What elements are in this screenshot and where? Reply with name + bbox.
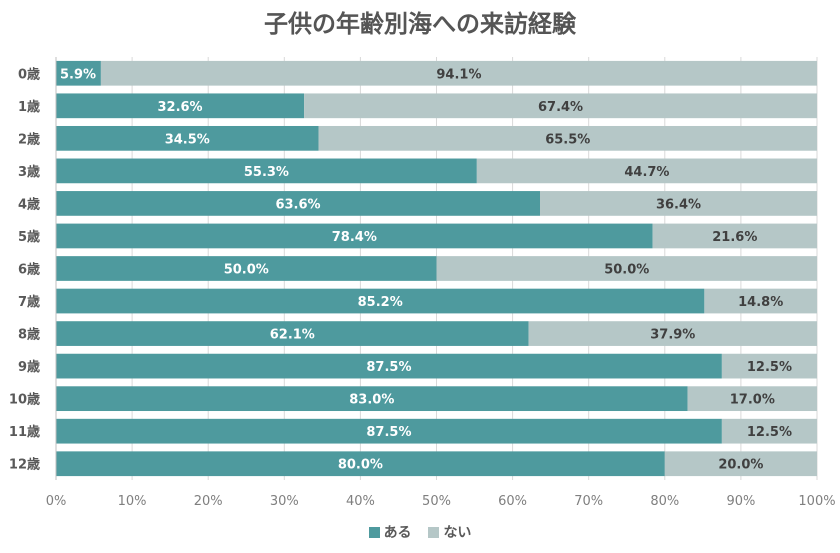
category-label: 7歳 — [18, 294, 40, 310]
bar-segment — [56, 158, 477, 184]
x-tick-label: 20% — [194, 494, 223, 509]
x-tick-label: 40% — [346, 494, 375, 509]
legend-swatch-nai — [428, 526, 440, 538]
bar-value-label: 12.5% — [747, 425, 792, 440]
bar-segment — [56, 223, 653, 249]
bar-value-label: 17.0% — [730, 393, 775, 408]
x-tick-label: 30% — [270, 494, 299, 509]
category-label: 2歳 — [18, 131, 40, 147]
bar-segment — [56, 256, 437, 281]
bar-value-label: 34.5% — [165, 132, 210, 147]
category-label: 4歳 — [18, 196, 40, 212]
bar-segment — [56, 191, 540, 216]
bar-value-label: 63.6% — [275, 197, 320, 212]
bar-segment — [721, 418, 817, 444]
bar-value-label: 32.6% — [157, 100, 202, 115]
bar-value-label: 44.7% — [624, 165, 669, 180]
bar-segment — [56, 418, 722, 444]
bar-segment — [436, 256, 817, 281]
x-tick-label: 10% — [118, 494, 147, 509]
bar-segment — [304, 93, 817, 119]
x-tick-label: 100% — [798, 494, 835, 509]
bar-value-label: 67.4% — [538, 100, 583, 115]
bar-segment — [56, 93, 305, 119]
bar-segment — [56, 451, 665, 477]
category-label: 9歳 — [18, 359, 40, 375]
x-tick-label: 50% — [422, 494, 451, 509]
bar-segment — [56, 353, 722, 379]
bar-value-label: 37.9% — [650, 328, 695, 343]
bar-value-label: 87.5% — [366, 425, 411, 440]
legend: ある ない — [0, 522, 840, 542]
bar-segment — [687, 386, 817, 412]
category-label: 3歳 — [18, 164, 40, 180]
bar-segment — [56, 125, 319, 151]
bar-segment — [528, 321, 817, 346]
bar-segment — [56, 60, 101, 86]
bar-value-label: 20.0% — [718, 458, 763, 473]
bar-segment — [100, 60, 818, 86]
bar-value-label: 65.5% — [545, 132, 590, 147]
bar-segment — [56, 321, 529, 346]
bar-value-label: 14.8% — [738, 295, 783, 310]
bar-value-label: 36.4% — [656, 197, 701, 212]
bar-segment — [56, 386, 688, 412]
legend-item-nai: ない — [428, 522, 471, 542]
bar-value-label: 94.1% — [436, 67, 481, 82]
category-label: 11歳 — [9, 424, 40, 440]
bar-value-label: 78.4% — [332, 230, 377, 245]
bar-value-label: 5.9% — [60, 67, 96, 82]
legend-item-aru: ある — [368, 522, 412, 542]
x-tick-label: 60% — [498, 494, 527, 509]
bar-segment — [539, 191, 817, 216]
x-tick-label: 90% — [726, 494, 755, 509]
bar-value-label: 62.1% — [270, 328, 315, 343]
bar-segment — [652, 223, 817, 249]
bar-value-label: 21.6% — [712, 230, 757, 245]
legend-swatch-aru — [368, 526, 380, 538]
category-label: 12歳 — [9, 457, 40, 473]
bar-value-label: 83.0% — [349, 393, 394, 408]
bar-segment — [56, 288, 705, 314]
category-label: 10歳 — [9, 392, 40, 408]
bar-value-label: 55.3% — [244, 165, 289, 180]
category-label: 6歳 — [18, 262, 40, 278]
bar-segment — [318, 125, 817, 151]
bar-value-label: 50.0% — [224, 263, 269, 278]
bar-value-label: 85.2% — [358, 295, 403, 310]
bar-segment — [721, 353, 817, 379]
x-tick-label: 0% — [46, 494, 67, 509]
category-label: 5歳 — [18, 229, 40, 245]
bar-value-label: 12.5% — [747, 360, 792, 375]
legend-label-nai: ない — [443, 525, 472, 541]
bar-segment — [664, 451, 817, 477]
bar-value-label: 80.0% — [338, 458, 383, 473]
legend-label-aru: ある — [383, 525, 412, 541]
bar-value-label: 50.0% — [604, 263, 649, 278]
bar-segment — [704, 288, 817, 314]
bar-segment — [476, 158, 817, 184]
chart-title: 子供の年齢別海への来訪経験 — [264, 10, 576, 38]
bar-value-label: 87.5% — [366, 360, 411, 375]
category-label: 8歳 — [18, 327, 40, 343]
category-label: 1歳 — [18, 99, 40, 115]
x-tick-label: 70% — [574, 494, 603, 509]
category-label: 0歳 — [18, 66, 40, 82]
x-tick-label: 80% — [650, 494, 679, 509]
